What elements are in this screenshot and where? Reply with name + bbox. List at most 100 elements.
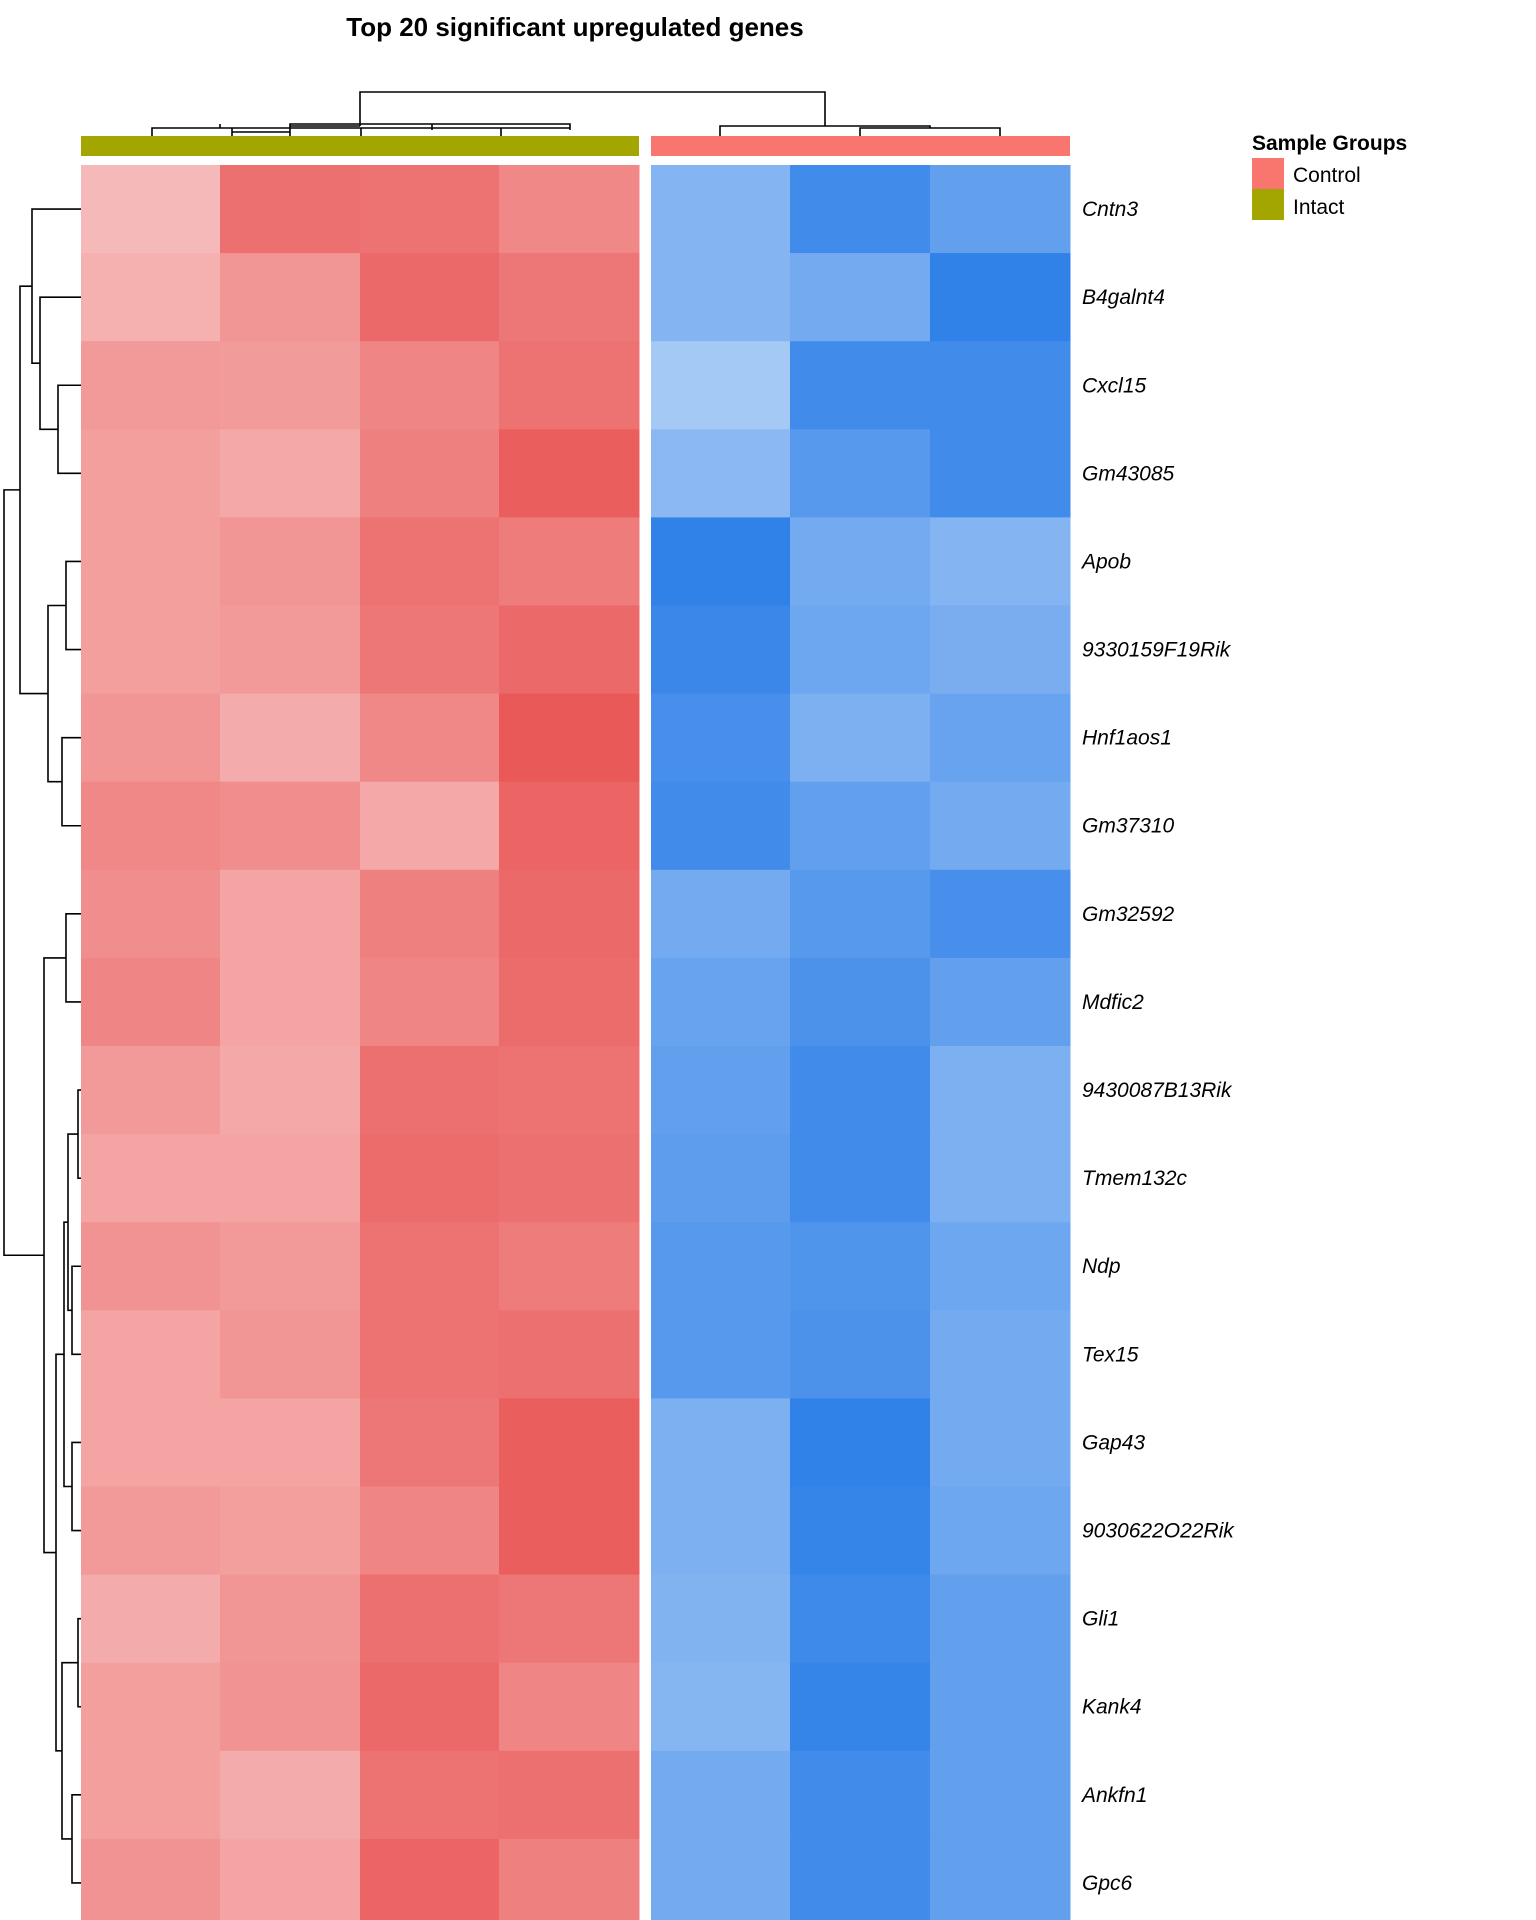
heatmap-cell bbox=[930, 693, 1071, 783]
heatmap-cell bbox=[930, 1574, 1071, 1664]
row-label: 9030622O22Rik bbox=[1082, 1520, 1235, 1543]
heatmap-cell bbox=[930, 1662, 1071, 1752]
row-dendrogram-branch bbox=[19, 285, 48, 695]
heatmap-cell bbox=[81, 165, 222, 254]
heatmap-cell bbox=[360, 1046, 501, 1135]
heatmap-cells bbox=[81, 165, 1071, 1920]
heatmap-cell bbox=[790, 165, 931, 254]
heatmap-cell bbox=[930, 165, 1071, 254]
heatmap-cell bbox=[499, 1222, 640, 1311]
heatmap-cell bbox=[651, 429, 792, 518]
row-label: Gap43 bbox=[1082, 1431, 1145, 1454]
heatmap-cell bbox=[81, 693, 222, 783]
heatmap-cell bbox=[360, 1838, 501, 1920]
heatmap-cell bbox=[651, 253, 792, 342]
heatmap-cell bbox=[499, 1574, 640, 1664]
heatmap-cell bbox=[930, 253, 1071, 342]
heatmap-cell bbox=[81, 1486, 222, 1576]
heatmap-cell bbox=[220, 1750, 361, 1840]
heatmap-cell bbox=[360, 869, 501, 959]
row-label: Gli1 bbox=[1082, 1608, 1119, 1631]
row-label: Hnf1aos1 bbox=[1082, 727, 1172, 750]
column-dendrogram bbox=[151, 91, 1001, 136]
heatmap-cell bbox=[220, 1222, 361, 1311]
heatmap-cell bbox=[651, 1310, 792, 1399]
heatmap-cell bbox=[81, 1838, 222, 1920]
heatmap-cell bbox=[790, 1134, 931, 1223]
heatmap-cell bbox=[930, 517, 1071, 606]
heatmap-cell bbox=[651, 605, 792, 695]
row-label: Ankfn1 bbox=[1080, 1784, 1147, 1807]
heatmap-cell bbox=[790, 1486, 931, 1576]
heatmap-cell bbox=[930, 1134, 1071, 1223]
heatmap-cell bbox=[790, 869, 931, 959]
heatmap-cell bbox=[360, 1750, 501, 1840]
row-label: Mdfic2 bbox=[1082, 991, 1144, 1014]
heatmap-cell bbox=[499, 693, 640, 783]
heatmap-cell bbox=[360, 517, 501, 606]
heatmap-cell bbox=[651, 869, 792, 959]
heatmap-cell bbox=[81, 1662, 222, 1752]
heatmap-cell bbox=[651, 1574, 792, 1664]
heatmap-cell bbox=[790, 781, 931, 871]
heatmap-cell bbox=[220, 1838, 361, 1920]
heatmap-cell bbox=[499, 1838, 640, 1920]
heatmap-cell bbox=[220, 605, 361, 695]
heatmap-cell bbox=[220, 1398, 361, 1487]
row-label: Gm43085 bbox=[1082, 462, 1175, 485]
heatmap-cell bbox=[499, 165, 640, 254]
heatmap-cell bbox=[499, 869, 640, 959]
heatmap-cell bbox=[360, 429, 501, 518]
heatmap-cell bbox=[790, 1222, 931, 1311]
heatmap-cell bbox=[81, 1574, 222, 1664]
row-dendrogram-branch bbox=[71, 1265, 81, 1356]
heatmap-cell bbox=[81, 1750, 222, 1840]
heatmap-cell bbox=[499, 429, 640, 518]
heatmap-cell bbox=[499, 1398, 640, 1487]
heatmap-cell bbox=[81, 341, 222, 430]
heatmap-cell bbox=[360, 253, 501, 342]
heatmap-cell bbox=[790, 517, 931, 606]
legend-swatch-intact bbox=[1252, 189, 1284, 220]
chart-title: Top 20 significant upregulated genes bbox=[346, 12, 803, 42]
heatmap-cell bbox=[499, 341, 640, 430]
heatmap-cell bbox=[360, 1398, 501, 1487]
heatmap-cell bbox=[651, 957, 792, 1047]
heatmap-cell bbox=[790, 1750, 931, 1840]
heatmap-cell bbox=[651, 1662, 792, 1752]
heatmap-cell bbox=[81, 429, 222, 518]
heatmap-cell bbox=[651, 781, 792, 871]
heatmap-cell bbox=[220, 781, 361, 871]
heatmap-cell bbox=[220, 517, 361, 606]
legend-label-control: Control bbox=[1293, 164, 1361, 187]
heatmap-cell bbox=[81, 1134, 222, 1223]
heatmap-cell bbox=[499, 1750, 640, 1840]
row-dendrogram-branch bbox=[65, 560, 81, 651]
row-dendrogram-branch bbox=[39, 296, 81, 431]
heatmap-cell bbox=[220, 869, 361, 959]
heatmap-cell bbox=[220, 1662, 361, 1752]
heatmap-cell bbox=[499, 1486, 640, 1576]
heatmap-cell bbox=[499, 1662, 640, 1752]
heatmap-cell bbox=[360, 781, 501, 871]
annotation-bar-control bbox=[651, 136, 1070, 156]
row-label: Gm37310 bbox=[1082, 815, 1175, 838]
heatmap-cell bbox=[651, 341, 792, 430]
column-dendrogram-branches bbox=[151, 91, 1001, 136]
heatmap-cell bbox=[651, 693, 792, 783]
row-dendrogram bbox=[3, 208, 81, 1884]
row-dendrogram-branch bbox=[67, 1133, 78, 1312]
row-dendrogram-branch bbox=[77, 1089, 81, 1179]
heatmap-cell bbox=[930, 605, 1071, 695]
heatmap-cell bbox=[930, 1838, 1071, 1920]
row-label: 9330159F19Rik bbox=[1082, 639, 1232, 662]
heatmap-cell bbox=[790, 1046, 931, 1135]
heatmap-cell bbox=[220, 341, 361, 430]
legend: Sample Groups Control Intact bbox=[1252, 132, 1407, 220]
row-label: Ndp bbox=[1082, 1255, 1121, 1278]
heatmap-cell bbox=[220, 1310, 361, 1399]
heatmap-cell bbox=[360, 165, 501, 254]
annotation-bar-intact bbox=[81, 136, 639, 156]
heatmap-cell bbox=[499, 1310, 640, 1399]
